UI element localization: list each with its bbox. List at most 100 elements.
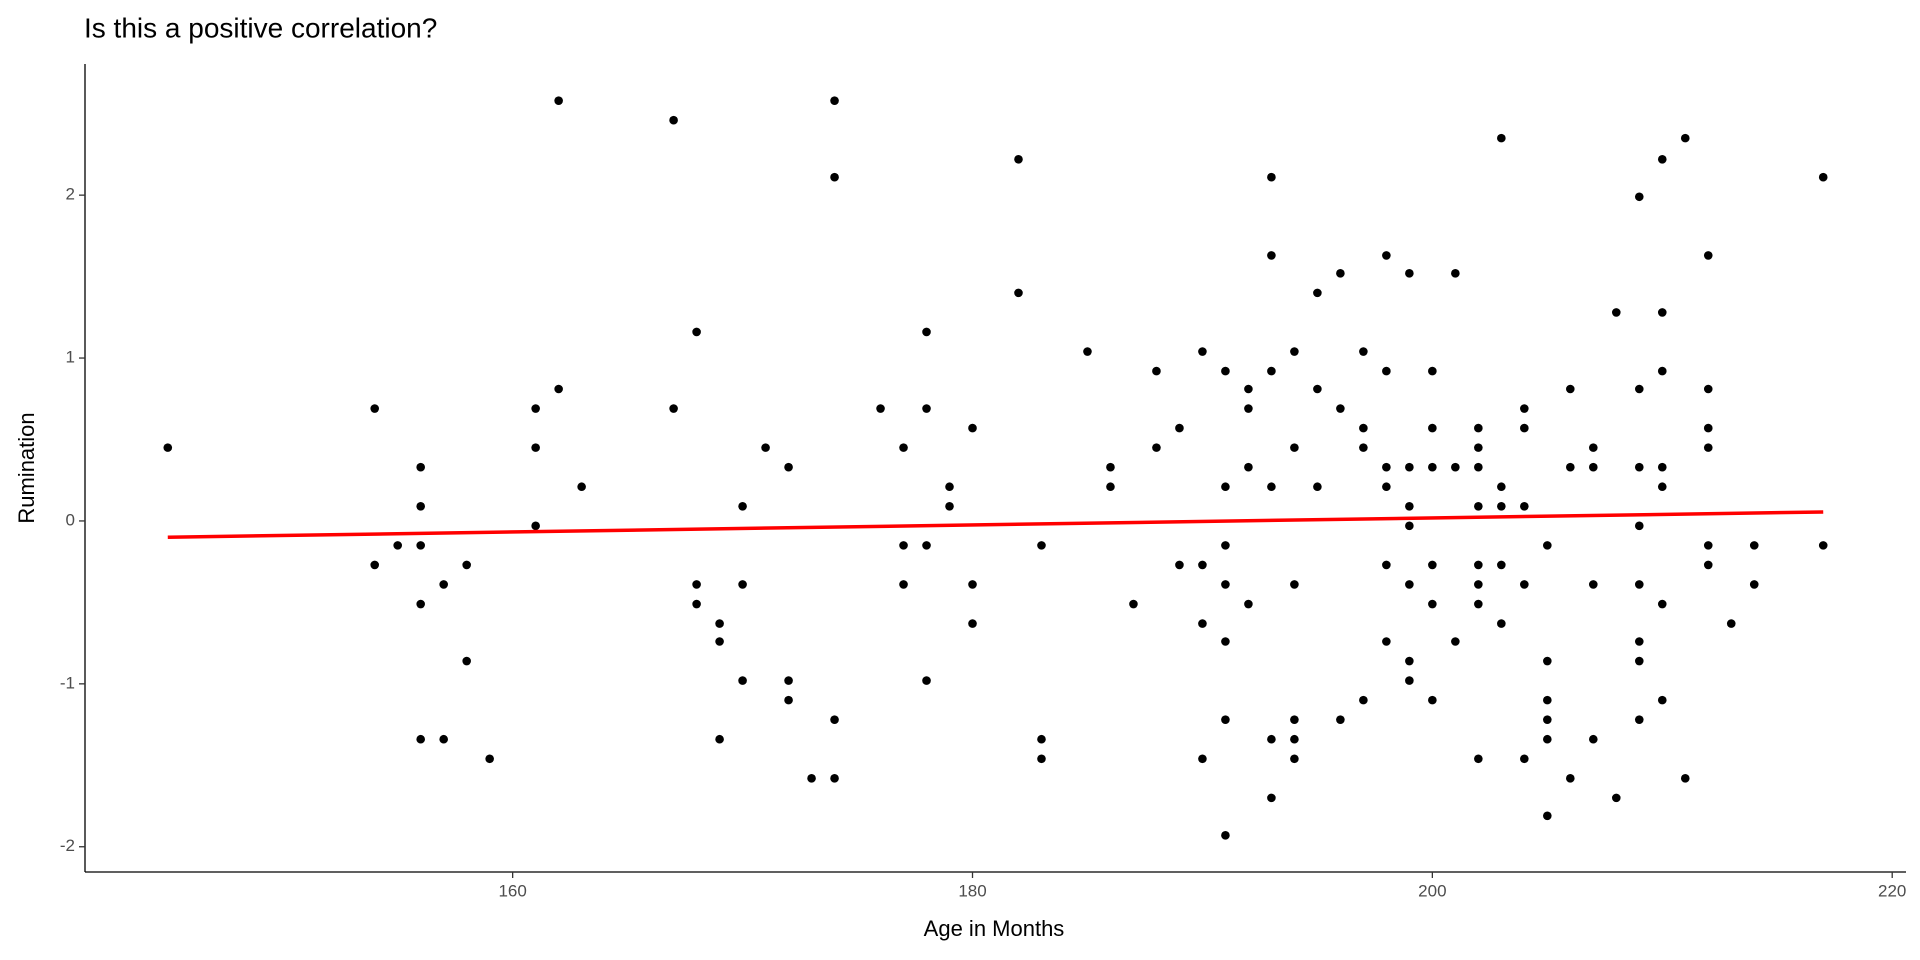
point <box>1818 172 1828 182</box>
point <box>1267 251 1276 260</box>
point <box>1657 308 1667 317</box>
point <box>1313 482 1322 492</box>
point <box>1657 154 1667 164</box>
point <box>1589 443 1598 452</box>
point <box>1703 251 1713 260</box>
point <box>715 637 724 646</box>
point <box>1566 384 1575 394</box>
point <box>1726 619 1736 628</box>
x-axis-title: Age in Months <box>924 916 1065 941</box>
point <box>1290 715 1299 724</box>
point <box>1106 462 1115 472</box>
point <box>1198 619 1207 628</box>
point <box>899 580 908 589</box>
point <box>1520 754 1529 764</box>
point <box>416 734 425 744</box>
point <box>1703 384 1713 394</box>
point <box>715 619 724 628</box>
point <box>738 501 747 511</box>
point <box>1703 423 1713 433</box>
point <box>1359 443 1368 452</box>
point <box>1037 734 1046 744</box>
point <box>163 443 173 452</box>
point <box>922 327 931 337</box>
x-tick-label: 220 <box>1878 881 1906 900</box>
point <box>1405 521 1414 531</box>
point <box>1175 560 1184 570</box>
point <box>1037 754 1046 764</box>
point <box>1037 541 1046 550</box>
point <box>830 96 839 105</box>
point <box>462 560 471 570</box>
point <box>1336 715 1345 724</box>
point <box>1589 734 1598 744</box>
point <box>1497 501 1506 511</box>
point <box>393 541 402 550</box>
point <box>416 541 425 550</box>
point <box>922 404 931 413</box>
point <box>1359 695 1368 705</box>
point <box>1543 656 1552 666</box>
point <box>1634 192 1644 202</box>
point <box>1474 443 1483 452</box>
point <box>945 482 954 492</box>
point <box>1451 637 1460 646</box>
point <box>1405 676 1414 685</box>
point <box>1657 599 1667 609</box>
point <box>416 599 425 609</box>
point <box>1221 831 1230 840</box>
point <box>485 754 494 764</box>
point <box>1657 366 1667 376</box>
point <box>669 115 678 125</box>
point <box>922 676 931 685</box>
point <box>1657 462 1667 472</box>
point <box>1290 443 1299 452</box>
point <box>1152 366 1161 376</box>
point <box>1634 384 1644 394</box>
point <box>1221 637 1230 646</box>
point <box>876 404 885 413</box>
point <box>1657 695 1667 705</box>
point <box>1543 695 1552 705</box>
point <box>1290 580 1299 589</box>
point <box>1083 347 1092 356</box>
point <box>1382 482 1391 492</box>
x-tick-label: 160 <box>498 881 526 900</box>
point <box>1313 288 1322 298</box>
point <box>1520 404 1529 413</box>
point <box>1198 754 1207 764</box>
point <box>1244 384 1253 394</box>
point <box>1267 172 1276 182</box>
point <box>370 560 380 570</box>
point <box>1405 580 1414 589</box>
point <box>1198 560 1207 570</box>
point <box>1634 580 1644 589</box>
point <box>1589 462 1598 472</box>
point <box>968 580 977 589</box>
point <box>1634 462 1644 472</box>
point <box>1589 580 1598 589</box>
point <box>1244 404 1253 413</box>
point <box>1382 637 1391 646</box>
point <box>1382 251 1391 260</box>
point <box>1520 501 1529 511</box>
point <box>1290 754 1299 764</box>
point <box>554 96 563 105</box>
y-tick-label: 2 <box>66 185 75 204</box>
point <box>1818 541 1828 550</box>
point <box>1474 560 1483 570</box>
point <box>1474 501 1483 511</box>
point <box>1359 423 1368 433</box>
chart-title: Is this a positive correlation? <box>84 12 437 43</box>
point <box>1267 366 1276 376</box>
y-tick-label: 1 <box>66 348 75 367</box>
point <box>1267 734 1276 744</box>
point <box>1405 462 1414 472</box>
point <box>1405 656 1414 666</box>
point <box>1428 423 1437 433</box>
point <box>1474 754 1483 764</box>
point <box>1474 599 1483 609</box>
point <box>554 384 563 394</box>
point <box>439 580 448 589</box>
